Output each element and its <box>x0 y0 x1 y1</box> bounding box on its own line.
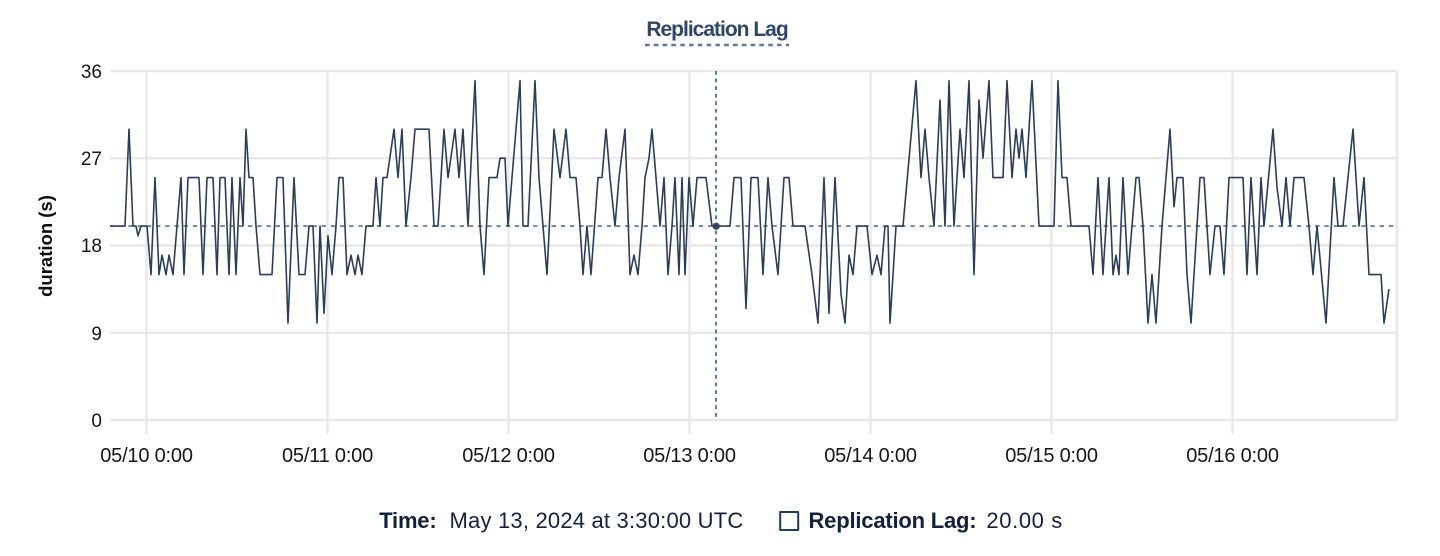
svg-text:36: 36 <box>81 62 102 83</box>
svg-text:05/13 0:00: 05/13 0:00 <box>643 445 736 467</box>
svg-text:05/12 0:00: 05/12 0:00 <box>462 445 555 467</box>
svg-text:05/15 0:00: 05/15 0:00 <box>1005 445 1098 467</box>
svg-text:9: 9 <box>91 324 102 345</box>
svg-text:0: 0 <box>91 411 102 432</box>
svg-text:05/16 0:00: 05/16 0:00 <box>1186 445 1279 467</box>
svg-text:05/10 0:00: 05/10 0:00 <box>100 445 193 467</box>
svg-text:27: 27 <box>81 149 102 170</box>
svg-text:05/11 0:00: 05/11 0:00 <box>282 445 373 467</box>
svg-text:18: 18 <box>81 236 102 257</box>
svg-text:05/14 0:00: 05/14 0:00 <box>824 445 917 467</box>
svg-text:duration (s): duration (s) <box>35 195 56 297</box>
